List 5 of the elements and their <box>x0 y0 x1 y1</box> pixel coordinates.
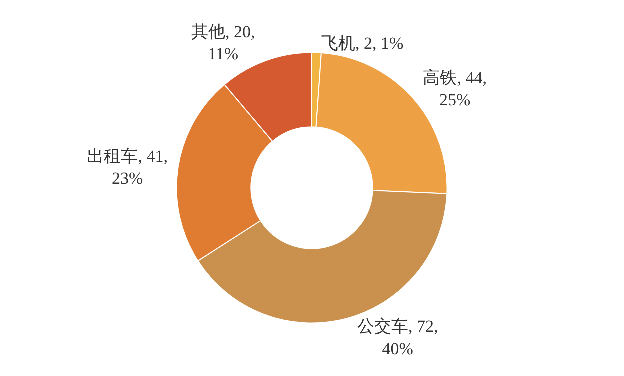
slice-label: 其他, 20, 11% <box>191 22 256 64</box>
slice-label: 高铁, 44, 25% <box>423 68 487 110</box>
slice-label: 出租车, 41, 23% <box>87 146 168 188</box>
slice-label: 飞机, 2, 1% <box>322 34 404 53</box>
slice-label: 公交车, 72, 40% <box>357 317 438 358</box>
